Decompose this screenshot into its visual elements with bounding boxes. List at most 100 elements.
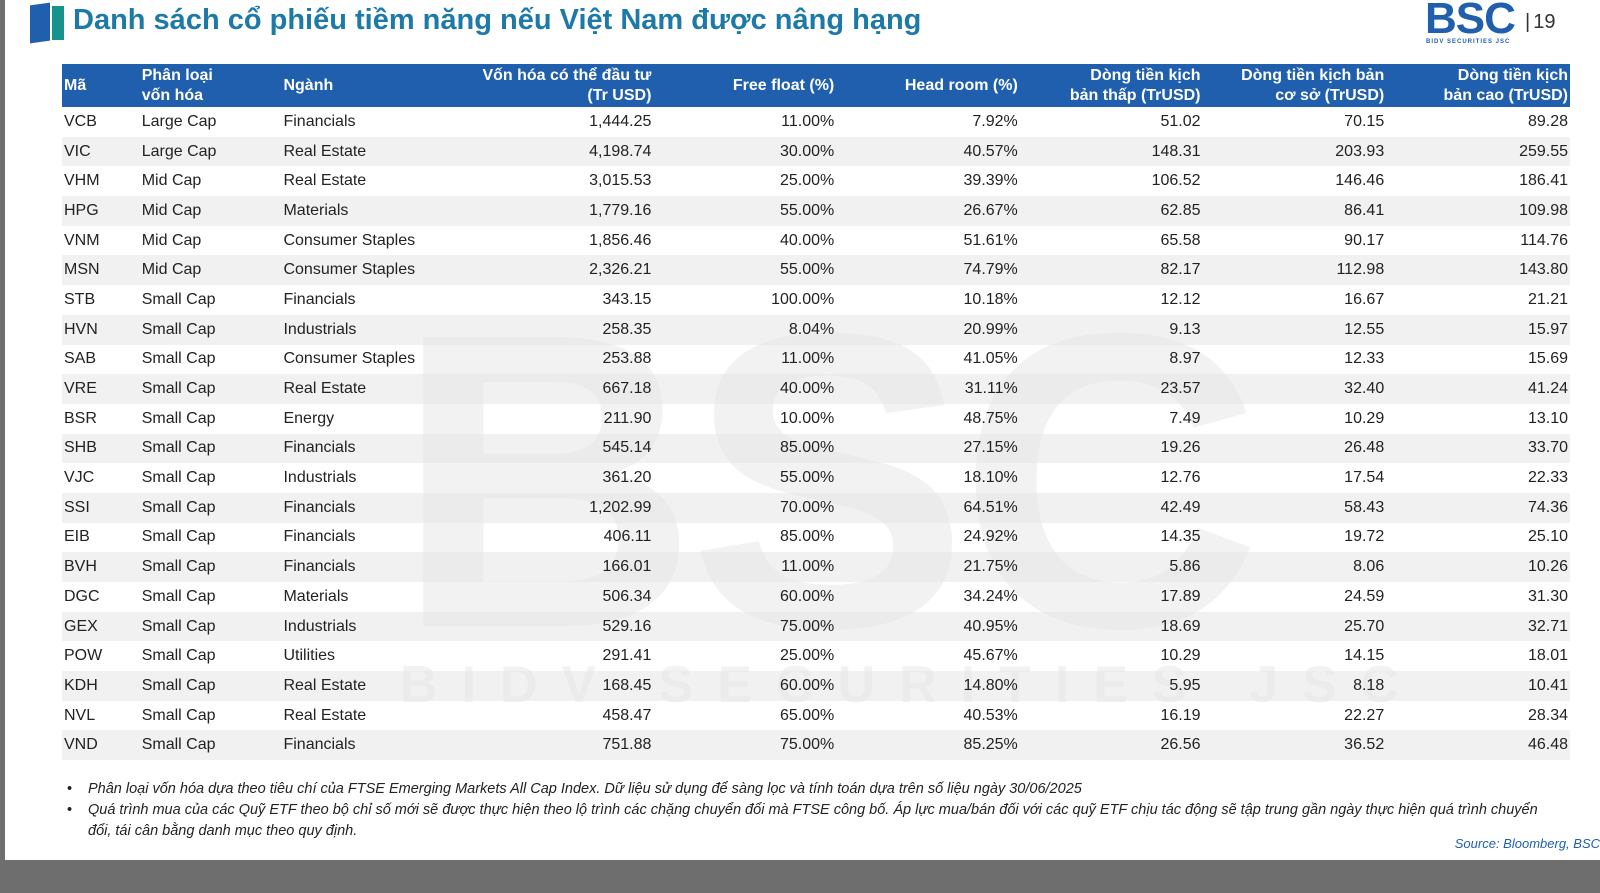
- table-cell: Small Cap: [139, 314, 282, 345]
- table-cell: Financials: [283, 528, 356, 546]
- table-row: STB Small Cap Financials 343.15 100.00% 10.18…: [62, 285, 1570, 315]
- table-cell: Financials: [283, 290, 356, 308]
- table-cell: 46.48: [1386, 730, 1570, 761]
- logo: BSC: [1425, 0, 1516, 43]
- table-cell: 253.88: [602, 350, 652, 368]
- table-cell: 10.29: [1160, 647, 1201, 665]
- table-cell: 82.17: [1019, 255, 1203, 286]
- table-cell: Small Cap: [139, 671, 282, 701]
- table-cell: 361.20: [602, 469, 652, 487]
- table-cell: 41.24: [1386, 374, 1570, 404]
- table-row: SAB Small Cap Consumer Staples 253.88 11.00%…: [62, 345, 1570, 375]
- slide: BSC BIDV SECURITIES JSC Danh sách cổ phi…: [5, 0, 1600, 860]
- table-cell: 22.33: [1527, 469, 1568, 487]
- table-row: BVH Small Cap Financials 166.01 11.00% 21.75%…: [62, 552, 1570, 582]
- table-row: VHM Mid Cap Real Estate 3,015.53 25.00% 39.39…: [62, 166, 1570, 196]
- table-cell: Small Cap: [141, 290, 216, 308]
- table-cell: 148.31: [1019, 136, 1203, 167]
- table-cell: VCB: [64, 112, 97, 130]
- table-cell: 65.00%: [779, 706, 835, 724]
- table-cell: Industrials: [281, 611, 469, 642]
- table-cell: 70.00%: [653, 492, 837, 523]
- table-cell: BVH: [62, 552, 140, 582]
- table-cell: 25.00%: [779, 647, 835, 665]
- table-cell: 85.00%: [779, 528, 835, 546]
- table-cell: 16.67: [1344, 290, 1385, 308]
- column-header: Vốn hóa có thể đầu tư (Tr USD): [468, 64, 654, 107]
- table-cell: 55.00%: [779, 469, 835, 487]
- table-cell: VHM: [64, 172, 100, 190]
- table-row: KDH Small Cap Real Estate 168.45 60.00% 14.80…: [62, 671, 1570, 701]
- table-row: HVN Small Cap Industrials 258.35 8.04% 20.99%…: [62, 314, 1570, 345]
- table-cell: 10.41: [1386, 671, 1570, 701]
- logo-subtitle: BIDV SECURITIES JSC: [1426, 39, 1511, 45]
- table-cell: 85.00%: [653, 433, 837, 464]
- table-cell: SHB: [62, 433, 140, 464]
- table-cell: Mid Cap: [141, 231, 202, 249]
- table-cell: 65.58: [1160, 231, 1201, 249]
- table-cell: 27.15%: [836, 433, 1020, 464]
- table-cell: 406.11: [603, 528, 652, 546]
- table-cell: 18.10%: [963, 469, 1018, 487]
- table-cell: Real Estate: [281, 671, 469, 701]
- table-cell: Small Cap: [139, 374, 282, 404]
- title: Danh sách cổ phiếu tiềm năng nếu Việt Na…: [73, 4, 922, 36]
- table-cell: 114.76: [1520, 231, 1568, 249]
- table-cell: 529.16: [468, 611, 654, 642]
- table-cell: VND: [62, 730, 140, 761]
- table-cell: 12.33: [1344, 350, 1385, 368]
- table-cell: 48.75%: [963, 409, 1018, 427]
- table-cell: 11.00%: [653, 552, 837, 582]
- table-cell: 291.41: [602, 647, 652, 665]
- table-cell: Consumer Staples: [283, 231, 416, 249]
- table-cell: 31.30: [1527, 587, 1568, 605]
- table-cell: 28.34: [1527, 706, 1568, 724]
- table-cell: Real Estate: [283, 706, 367, 724]
- table-row: POW Small Cap Utilities 291.41 25.00% 45.67% 1…: [62, 641, 1570, 671]
- table-cell: SAB: [64, 350, 97, 368]
- table-cell: 19.26: [1019, 433, 1203, 464]
- column-header: Dòng tiền kịch bản thấp (TrUSD): [1019, 64, 1203, 107]
- table-cell: 15.97: [1386, 314, 1570, 345]
- table-cell: 203.93: [1202, 136, 1387, 167]
- table-cell: Energy: [283, 409, 335, 427]
- table-cell: Materials: [281, 196, 469, 226]
- table-cell: 60.00%: [653, 671, 837, 701]
- table-cell: 23.57: [1019, 374, 1203, 404]
- table-cell: 75.00%: [653, 730, 837, 761]
- header-line: cơ sở (TrUSD): [1275, 86, 1385, 104]
- header-line: Vốn hóa có thể đầu tư: [482, 66, 652, 84]
- title-icon: [52, 6, 64, 40]
- table-cell: 18.69: [1019, 611, 1203, 642]
- stock-table: Mã Phân loại vốn hóa Ngành Vốn hóa có thể đầ…: [62, 64, 1570, 761]
- table-cell: 751.88: [468, 730, 654, 761]
- header-line: (Tr USD): [587, 86, 652, 104]
- source: Source: Bloomberg, BSC: [1454, 836, 1600, 851]
- header-line: bản thấp (TrUSD): [1069, 86, 1201, 104]
- table-cell: 14.15: [1344, 647, 1385, 665]
- table-row: SHB Small Cap Financials 545.14 85.00% 27.15%…: [62, 433, 1570, 464]
- table-cell: 90.17: [1344, 231, 1385, 249]
- header-line: Ngành: [283, 76, 334, 94]
- table-cell: 10.00%: [779, 409, 835, 427]
- table-cell: 41.05%: [963, 350, 1018, 368]
- table-cell: 258.35: [468, 314, 654, 345]
- table-cell: 40.95%: [836, 611, 1020, 642]
- table-cell: 12.76: [1160, 469, 1201, 487]
- table-cell: Real Estate: [281, 136, 469, 167]
- table-cell: 15.69: [1527, 350, 1568, 368]
- table-cell: VRE: [62, 374, 140, 404]
- table-cell: Large Cap: [139, 136, 282, 167]
- table-cell: 33.70: [1386, 433, 1570, 464]
- table-cell: 40.53%: [963, 706, 1018, 724]
- table-cell: Small Cap: [141, 350, 216, 368]
- table-cell: 545.14: [468, 433, 654, 464]
- table-cell: 25.10: [1527, 528, 1568, 546]
- table-cell: 30.00%: [653, 136, 837, 167]
- table-cell: 39.39%: [963, 172, 1018, 190]
- table-cell: NVL: [64, 706, 96, 724]
- table-cell: 74.36: [1386, 492, 1570, 523]
- table-cell: 86.41: [1202, 196, 1387, 226]
- table-cell: Small Cap: [141, 706, 216, 724]
